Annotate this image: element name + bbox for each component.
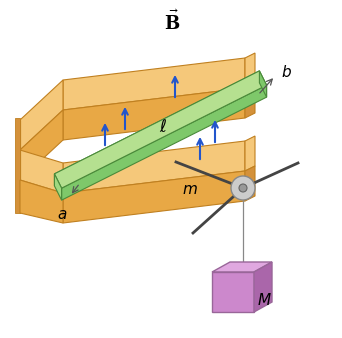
Polygon shape [245,83,255,118]
Polygon shape [254,262,272,312]
Text: $\ell$: $\ell$ [159,119,167,136]
Circle shape [231,176,255,200]
Polygon shape [15,118,20,213]
Circle shape [239,184,247,192]
Polygon shape [245,166,255,201]
Polygon shape [63,88,245,140]
Polygon shape [62,85,267,200]
Polygon shape [54,174,62,200]
Polygon shape [245,53,255,88]
Polygon shape [63,58,245,110]
Polygon shape [20,110,63,180]
Polygon shape [260,71,267,97]
Polygon shape [212,262,272,272]
Polygon shape [54,71,267,188]
Polygon shape [20,80,63,150]
Polygon shape [245,136,255,171]
Polygon shape [20,150,63,193]
Polygon shape [63,171,245,223]
Text: $M$: $M$ [256,292,271,308]
Polygon shape [54,71,260,186]
Polygon shape [212,272,254,312]
Text: $a$: $a$ [57,208,67,222]
Text: $m$: $m$ [182,183,198,197]
Text: $b$: $b$ [280,64,291,80]
Polygon shape [63,141,245,193]
Text: $\vec{\mathbf{B}}$: $\vec{\mathbf{B}}$ [164,10,180,34]
Polygon shape [20,180,63,223]
